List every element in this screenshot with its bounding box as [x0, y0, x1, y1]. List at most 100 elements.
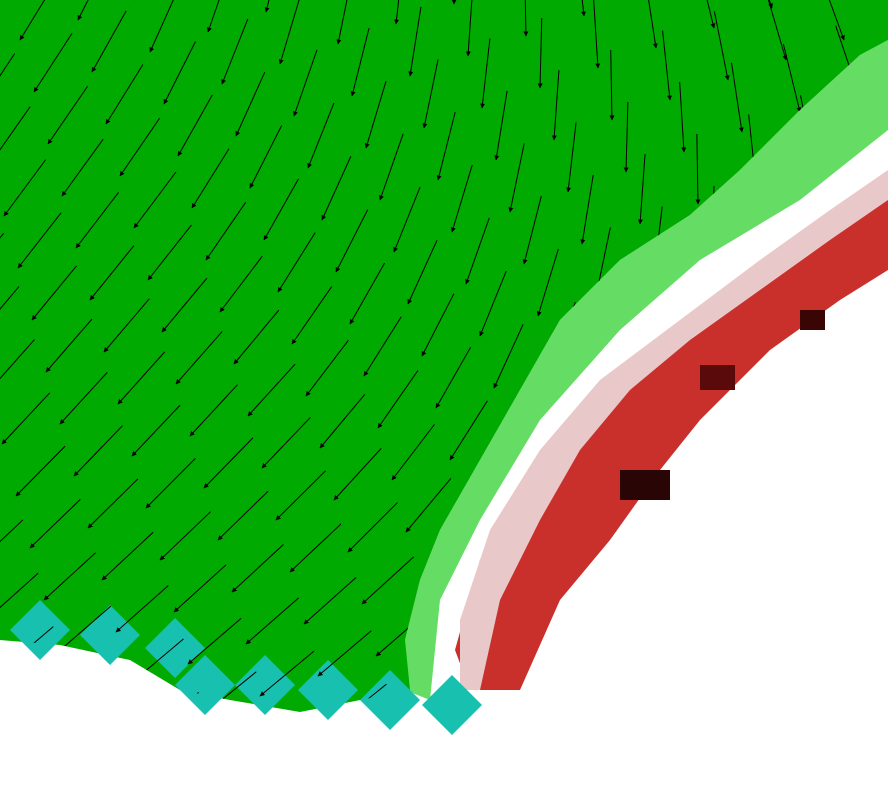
- boundary-marker: [360, 670, 420, 730]
- vector-arrow: [377, 370, 419, 429]
- vector-arrow: [494, 90, 508, 161]
- vector-arrow: [177, 94, 213, 157]
- vector-arrow: [1, 392, 51, 445]
- vector-arrow: [278, 0, 301, 65]
- vector-arrow: [765, 0, 788, 61]
- boundary-marker: [235, 655, 295, 715]
- vector-arrow: [0, 286, 20, 341]
- vector-arrow: [436, 112, 456, 181]
- vector-arrow: [0, 106, 31, 165]
- vector-arrow: [87, 478, 139, 529]
- vector-arrow: [347, 502, 398, 553]
- vector-arrow: [277, 232, 316, 293]
- vector-arrow: [575, 0, 586, 17]
- vector-arrow: [405, 478, 452, 533]
- vector-arrow: [637, 154, 646, 225]
- vector-arrow: [662, 30, 673, 101]
- vector-arrow: [363, 316, 402, 377]
- vector-arrow: [289, 523, 342, 573]
- vector-arrow: [173, 564, 227, 613]
- vector-arrow: [450, 164, 473, 233]
- vector-arrow: [103, 298, 150, 353]
- vector-arrow: [364, 80, 387, 149]
- vector-arrow: [819, 0, 845, 41]
- vector-arrow: [159, 511, 212, 561]
- vector-arrow: [566, 122, 577, 193]
- vector-arrow: [115, 585, 169, 633]
- vector-arrow: [644, 0, 658, 49]
- vector-arrow: [319, 393, 366, 449]
- vector-arrow: [465, 217, 490, 285]
- red-band: [455, 180, 888, 690]
- vector-arrow: [379, 133, 404, 201]
- vector-arrow: [393, 186, 421, 253]
- dark-spot: [800, 310, 825, 330]
- vector-arrow: [695, 134, 701, 205]
- vector-arrow: [261, 417, 311, 469]
- vector-arrow: [19, 0, 57, 41]
- pale-band: [460, 170, 888, 690]
- green-region: [0, 0, 888, 712]
- vector-arrow: [480, 38, 491, 109]
- vector-arrow: [221, 18, 249, 85]
- vector-arrow: [623, 102, 629, 173]
- vector-arrow: [391, 424, 435, 481]
- vector-arrow: [105, 64, 144, 125]
- vector-arrow: [291, 286, 333, 345]
- vector-arrow: [207, 0, 232, 33]
- vector-arrow: [149, 0, 180, 53]
- vector-arrow: [219, 255, 263, 313]
- vector-arrow: [307, 102, 335, 169]
- vector-arrow: [235, 71, 266, 137]
- boundary-marker: [175, 655, 235, 715]
- vector-arrow: [679, 82, 687, 153]
- vector-arrow: [217, 490, 269, 541]
- vector-arrow: [593, 0, 601, 69]
- vector-arrow: [15, 445, 66, 497]
- vector-arrow: [77, 0, 110, 21]
- vector-arrow: [551, 70, 560, 141]
- vector-arrow: [247, 363, 296, 417]
- vector-arrow: [731, 62, 744, 133]
- vector-arrow: [537, 18, 543, 89]
- vector-arrow: [303, 576, 357, 625]
- vector-arrow: [449, 400, 488, 461]
- vector-arrow: [3, 159, 47, 217]
- vector-arrow: [89, 245, 135, 301]
- vector-arrow: [263, 178, 299, 241]
- boundary-marker: [10, 600, 70, 660]
- vector-arrow: [493, 324, 524, 389]
- vector-arrow: [61, 139, 104, 197]
- vector-arrow: [350, 27, 370, 97]
- vector-arrow: [394, 0, 405, 25]
- vector-arrow: [335, 209, 369, 273]
- vector-arrow: [161, 277, 208, 333]
- vector-arrow: [523, 0, 529, 37]
- vector-arrow: [508, 143, 525, 213]
- vector-arrow: [57, 605, 112, 653]
- vector-arrow: [522, 196, 542, 265]
- vector-arrow: [782, 43, 802, 113]
- vector-arrow: [249, 125, 283, 189]
- vector-arrow: [31, 265, 77, 321]
- vector-arrow: [407, 240, 438, 305]
- vector-arrow: [696, 0, 716, 29]
- vector-arrow: [321, 156, 352, 221]
- boundary-marker: [298, 660, 358, 720]
- dark-spot: [700, 365, 735, 390]
- vector-arrow: [189, 384, 238, 437]
- boundary-marker: [422, 675, 482, 735]
- vector-arrow: [147, 224, 192, 281]
- vector-arrow: [163, 41, 196, 105]
- vector-arrow: [205, 202, 247, 261]
- vector-arrow: [435, 346, 472, 409]
- vector-arrow: [465, 0, 474, 57]
- vector-arrow: [191, 148, 230, 209]
- vector-arrow: [0, 519, 24, 569]
- vector-arrow: [264, 0, 284, 13]
- vector-arrow: [59, 372, 108, 425]
- vector-arrow: [580, 174, 594, 245]
- vector-arrow: [187, 618, 242, 665]
- vector-arrow: [317, 630, 372, 677]
